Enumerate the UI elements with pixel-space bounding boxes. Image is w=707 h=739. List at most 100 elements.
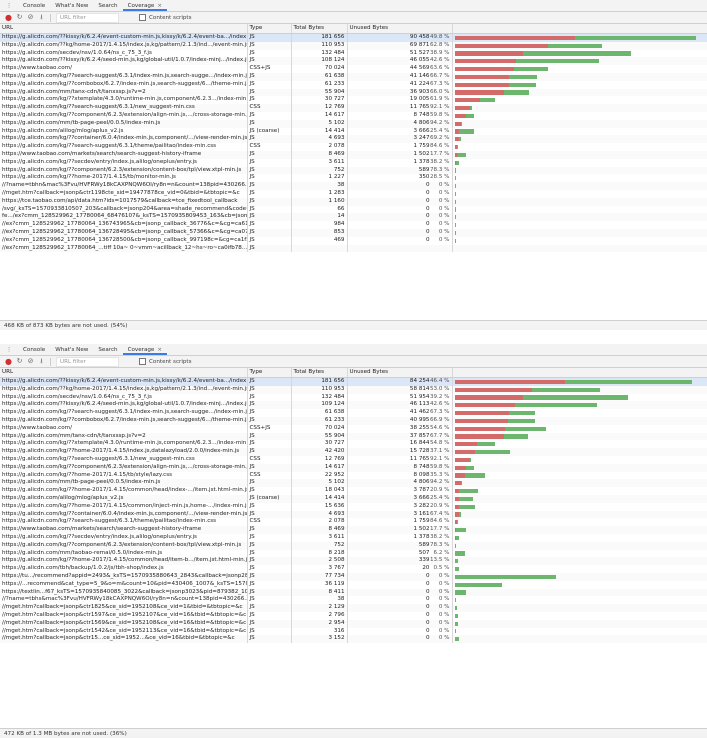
- drawer-menu-icon[interactable]: ⋮: [0, 345, 18, 355]
- table-row[interactable]: https://g.alicdn.com/??kissy/k/6.2.4/eve…: [0, 378, 707, 386]
- table-row[interactable]: https://g.alicdn.com/kg/??home-2017/1.4.…: [0, 503, 707, 511]
- tab-coverage[interactable]: Coverage×: [123, 1, 168, 11]
- table-row[interactable]: https://g.alicdn.com/kg/??container/6.0.…: [0, 511, 707, 519]
- reload-icon[interactable]: ↻: [14, 356, 25, 367]
- table-row[interactable]: https://g.alicdn.com/kg/??container/6.0.…: [0, 135, 707, 143]
- table-row[interactable]: https://g.alicdn.com/kg/??combobox/6.2.7…: [0, 81, 707, 89]
- table-row[interactable]: /svg/_ksTS=1570933810507_203&callback=js…: [0, 206, 707, 214]
- table-row[interactable]: //mget.htm?callback=jsonp&ctr1198cte_sid…: [0, 190, 707, 198]
- column-header-type[interactable]: Type: [247, 368, 291, 378]
- tab-whats-new[interactable]: What's New: [50, 345, 93, 355]
- content-scripts-checkbox[interactable]: Content scripts: [139, 358, 192, 365]
- table-row[interactable]: //ex?cmm_128529962_17780064_...tiff 10a~…: [0, 245, 707, 253]
- table-row[interactable]: https://g.alicdn.com/secdev/nsv/1.0.64/n…: [0, 394, 707, 402]
- clear-icon[interactable]: ⊘: [25, 12, 36, 23]
- table-row[interactable]: https://g.alicdn.com/mm/taobao-remai/0.5…: [0, 550, 707, 558]
- table-row[interactable]: https://g.alicdn.com/kg/??xtemplate/4.3.…: [0, 96, 707, 104]
- table-row[interactable]: //ex?cmm_128529962_17780064_136743965&cb…: [0, 221, 707, 229]
- column-header-unused-bytes[interactable]: Unused Bytes: [347, 24, 452, 34]
- url-filter-input[interactable]: URL filter: [56, 357, 119, 367]
- url-cell: https://g.alicdn.com/kg/??search-suggest…: [0, 73, 247, 81]
- table-row[interactable]: https://g.alicdn.com/mm/tanx-cdn/t/tanxs…: [0, 89, 707, 97]
- table-row[interactable]: https://g.alicdn.com/kg/??search-suggest…: [0, 409, 707, 417]
- table-row[interactable]: //mget.htm?callback=jsonp&ctr1597&ce_sid…: [0, 612, 707, 620]
- table-row[interactable]: https://g.alicdn.com/kg/??combobox/6.2.7…: [0, 417, 707, 425]
- url-cell: https://g.alicdn.com/mm/taobao-remai/0.5…: [0, 550, 247, 558]
- table-row[interactable]: //mget.htm?callback=jsonp&ctr1542&ce_sid…: [0, 628, 707, 636]
- table-row[interactable]: https://g.alicdn.com/secdev/nsv/1.0.64/n…: [0, 50, 707, 58]
- table-row[interactable]: https://g.alicdn.com/kg/??search-suggest…: [0, 104, 707, 112]
- table-row[interactable]: //mget.htm?callback=jsonp&ctr1569&ce_sid…: [0, 620, 707, 628]
- table-row[interactable]: https://g.alicdn.com/alilog/mlog/aplus_v…: [0, 128, 707, 136]
- table-row[interactable]: https://...recommend&cat_type=5_9&o=m&co…: [0, 581, 707, 589]
- table-row[interactable]: https://tu.../recommend?appid=2493&_ksTS…: [0, 573, 707, 581]
- reload-icon[interactable]: ↻: [14, 12, 25, 23]
- column-header-total-bytes[interactable]: Total Bytes: [291, 368, 347, 378]
- table-row[interactable]: https://g.alicdn.com/kg/??component/6.2.…: [0, 542, 707, 550]
- tab-search[interactable]: Search: [93, 345, 122, 355]
- drawer-menu-icon[interactable]: ⋮: [0, 1, 18, 11]
- table-row[interactable]: https://g.alicdn.com/kg/??xtemplate/4.3.…: [0, 440, 707, 448]
- tab-console[interactable]: Console: [18, 1, 50, 11]
- column-header-unused-bytes[interactable]: Unused Bytes: [347, 368, 452, 378]
- table-row[interactable]: https://g.alicdn.com/tbh/backup/1.0.2/js…: [0, 565, 707, 573]
- table-row[interactable]: https://g.alicdn.com/kg/??search-suggest…: [0, 518, 707, 526]
- table-row[interactable]: https://g.alicdn.com/kg/??secdev/entry/i…: [0, 159, 707, 167]
- clear-icon[interactable]: ⊘: [25, 356, 36, 367]
- table-row[interactable]: https://g.alicdn.com/kg/??home-2017/1.4.…: [0, 448, 707, 456]
- close-tab-icon[interactable]: ×: [157, 3, 162, 9]
- record-icon[interactable]: ●: [3, 356, 14, 367]
- table-row[interactable]: https://tce.taobao.com/api/data.htm?ids=…: [0, 198, 707, 206]
- table-row[interactable]: //mget.htm?callback=jsonp&ctr15...ce_sid…: [0, 635, 707, 643]
- table-row[interactable]: https://textlin...f67_ksTS=1570935840085…: [0, 589, 707, 597]
- table-row[interactable]: https://www.taobao.com/markets/search/se…: [0, 151, 707, 159]
- table-row[interactable]: https://g.alicdn.com/kg/??home-2017/1.4.…: [0, 472, 707, 480]
- table-row[interactable]: https://g.alicdn.com/kg/??component/6.2.…: [0, 112, 707, 120]
- table-row[interactable]: https://g.alicdn.com/??kg/home-2017/1.4.…: [0, 42, 707, 50]
- table-row[interactable]: fe.../ex?cmm_128529962_17780064_68476107…: [0, 213, 707, 221]
- table-row[interactable]: //ex?cmm_128529962_17780064_136728500&cb…: [0, 237, 707, 245]
- tab-console[interactable]: Console: [18, 345, 50, 355]
- column-header-usage-bar[interactable]: [452, 24, 707, 34]
- table-row[interactable]: https://g.alicdn.com/??kissy/k/6.2.4/see…: [0, 57, 707, 65]
- table-row[interactable]: https://g.alicdn.com/mm/tb-page-peel/0.0…: [0, 120, 707, 128]
- tab-coverage[interactable]: Coverage×: [123, 345, 168, 355]
- table-row[interactable]: https://g.alicdn.com/mm/tanx-cdn/t/tanxs…: [0, 433, 707, 441]
- content-scripts-checkbox[interactable]: Content scripts: [139, 14, 192, 21]
- column-header-type[interactable]: Type: [247, 24, 291, 34]
- table-row[interactable]: https://g.alicdn.com/kg/??component/6.2.…: [0, 464, 707, 472]
- record-icon[interactable]: ●: [3, 12, 14, 23]
- table-row[interactable]: https://g.alicdn.com/mm/tb-page-peel/0.0…: [0, 479, 707, 487]
- column-header-url[interactable]: URL: [0, 24, 247, 34]
- table-row[interactable]: https://www.taobao.com/markets/search/se…: [0, 526, 707, 534]
- table-row[interactable]: https://g.alicdn.com/??kissy/k/6.2.4/see…: [0, 401, 707, 409]
- tab-search[interactable]: Search: [93, 1, 122, 11]
- table-row[interactable]: https://g.alicdn.com/kg/??search-suggest…: [0, 143, 707, 151]
- table-row[interactable]: //?name=tbhn&mac%3Fvu/HVFRWy18kCAXPNQW6O…: [0, 182, 707, 190]
- table-row[interactable]: //ex?cmm_128529962_17780064_136728495&cb…: [0, 229, 707, 237]
- column-header-url[interactable]: URL: [0, 368, 247, 378]
- table-row[interactable]: https://g.alicdn.com/kg/??home-2017/1.4.…: [0, 174, 707, 182]
- table-row[interactable]: https://g.alicdn.com/kg/??home-2017/1.4.…: [0, 557, 707, 565]
- export-icon[interactable]: ⭳: [36, 356, 47, 367]
- table-row[interactable]: https://g.alicdn.com/??kissy/k/6.2.4/eve…: [0, 34, 707, 42]
- tab-whats-new[interactable]: What's New: [50, 1, 93, 11]
- export-icon[interactable]: ⭳: [36, 12, 47, 23]
- checkbox-box[interactable]: [139, 14, 146, 21]
- table-row[interactable]: https://g.alicdn.com/kg/??search-suggest…: [0, 73, 707, 81]
- table-row[interactable]: https://g.alicdn.com/??kg/home-2017/1.4.…: [0, 386, 707, 394]
- column-header-total-bytes[interactable]: Total Bytes: [291, 24, 347, 34]
- close-tab-icon[interactable]: ×: [157, 347, 162, 353]
- url-filter-input[interactable]: URL filter: [56, 13, 119, 23]
- table-row[interactable]: //mget.htm?callback=jsonp&ctr1825&ce_sid…: [0, 604, 707, 612]
- table-row[interactable]: https://g.alicdn.com/kg/??home-2017/1.4.…: [0, 487, 707, 495]
- table-row[interactable]: //?name=tbhs&mac%3Fvu/HVFRWy18kCAXPNQW6O…: [0, 596, 707, 604]
- table-row[interactable]: https://g.alicdn.com/kg/??secdev/entry/i…: [0, 534, 707, 542]
- table-row[interactable]: https://g.alicdn.com/kg/??search-suggest…: [0, 456, 707, 464]
- table-row[interactable]: https://g.alicdn.com/kg/??component/6.2.…: [0, 167, 707, 175]
- table-row[interactable]: https://g.alicdn.com/alilog/mlog/aplus_v…: [0, 495, 707, 503]
- checkbox-box[interactable]: [139, 358, 146, 365]
- column-header-usage-bar[interactable]: [452, 368, 707, 378]
